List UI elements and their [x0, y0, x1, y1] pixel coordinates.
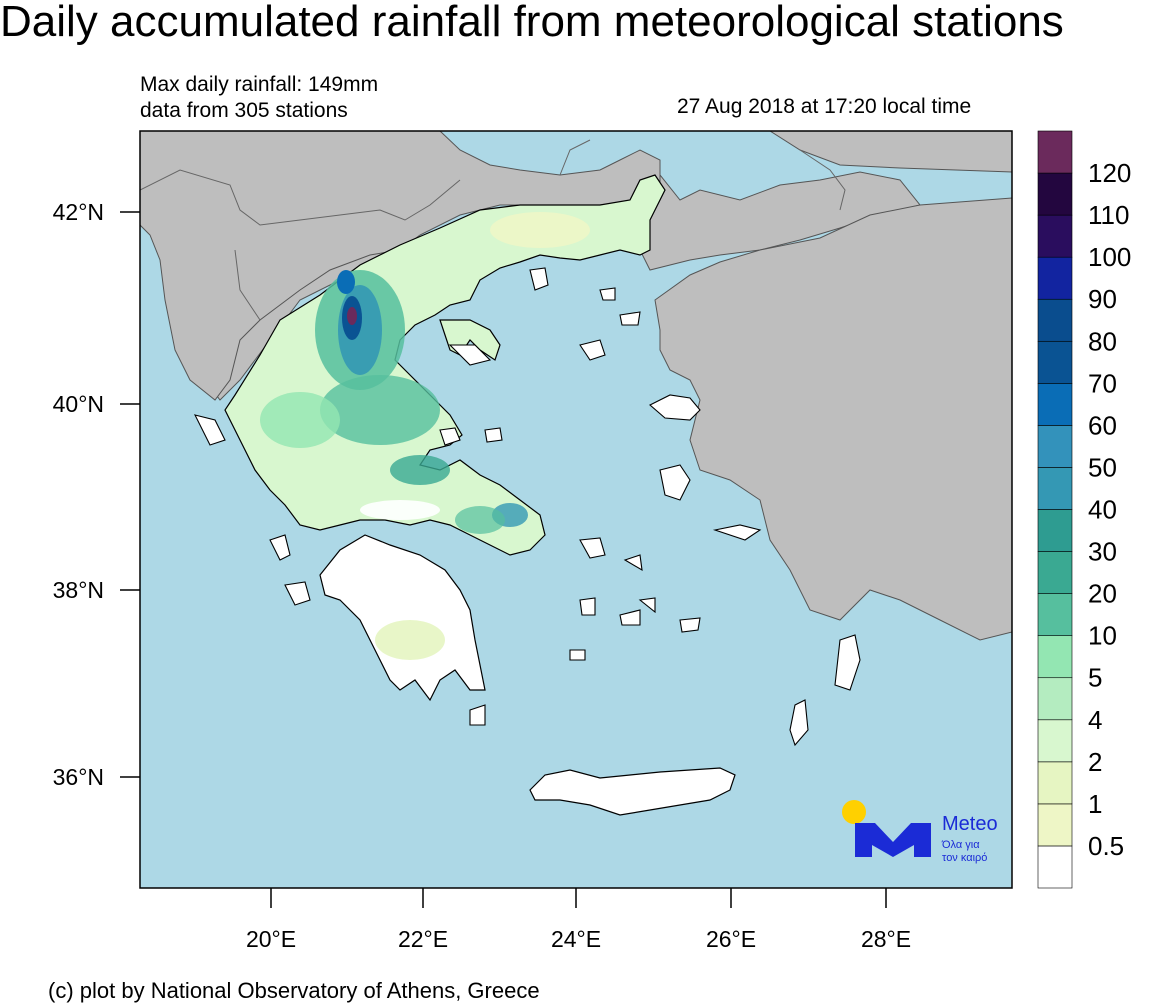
credit-text: (c) plot by National Observatory of Athe… [48, 978, 540, 1003]
colorbar-level-label: 4 [1088, 705, 1102, 735]
colorbar-swatch [1037, 130, 1073, 174]
logo-brand-text: Meteo [942, 813, 998, 835]
colorbar-swatch [1037, 172, 1073, 216]
colorbar-level-label: 80 [1088, 326, 1117, 356]
colorbar-swatch [1037, 803, 1073, 847]
colorbar-level-label: 60 [1088, 410, 1117, 440]
colorbar-legend: 0.5 1 2 4 5 10 20 30 40 50 60 70 80 90 100 110 120 [1037, 130, 1131, 889]
colorbar-level-label: 90 [1088, 284, 1117, 314]
anatolia-land [654, 197, 1012, 641]
colorbar-swatch [1037, 845, 1073, 889]
colorbar-level-label: 100 [1088, 242, 1131, 272]
colorbar-swatch [1037, 509, 1073, 552]
colorbar-swatch [1037, 383, 1073, 426]
lat-tick-label: 40°N [53, 391, 104, 417]
colorbar-swatch [1037, 635, 1073, 679]
lon-tick-label: 22°E [398, 926, 448, 952]
max-rainfall-text: Max daily rainfall: 149mm [140, 73, 379, 96]
lon-tick-label: 20°E [246, 926, 296, 952]
colorbar-swatch [1037, 214, 1073, 258]
colorbar-level-label: 2 [1088, 747, 1102, 777]
meteo-logo: Meteo Όλα για τον καιρό [842, 800, 998, 864]
colorbar-swatch [1037, 425, 1073, 468]
colorbar-swatch [1037, 467, 1073, 510]
colorbar-level-label: 50 [1088, 452, 1117, 482]
colorbar-level-label: 5 [1088, 663, 1102, 693]
lon-tick-label: 24°E [551, 926, 601, 952]
colorbar-swatch [1037, 719, 1073, 763]
lat-tick-label: 42°N [53, 199, 104, 225]
colorbar-level-label: 20 [1088, 579, 1117, 609]
station-count-text: data from 305 stations [140, 99, 348, 122]
colorbar-level-label: 1 [1088, 789, 1102, 819]
crete [529, 767, 736, 816]
logo-tagline-1: Όλα για [941, 839, 980, 851]
map-title: Daily accumulated rainfall from meteorol… [0, 0, 1064, 46]
peloponnese [319, 534, 486, 702]
lon-tick-label: 26°E [706, 926, 756, 952]
colorbar-swatch [1037, 593, 1073, 636]
colorbar-level-label: 110 [1088, 200, 1129, 230]
lat-tick-label: 38°N [53, 577, 104, 603]
colorbar-level-label: 30 [1088, 537, 1117, 567]
lon-axis: 20°E 22°E 24°E 26°E 28°E [246, 888, 911, 952]
colorbar-swatch [1037, 761, 1073, 805]
m-mark-icon [855, 823, 931, 857]
colorbar-swatch [1037, 340, 1073, 384]
lon-tick-label: 28°E [861, 926, 911, 952]
greece-north [224, 174, 666, 556]
timestamp-text: 27 Aug 2018 at 17:20 local time [677, 95, 972, 118]
sun-icon [842, 800, 866, 824]
lat-tick-label: 36°N [53, 764, 104, 790]
colorbar-level-label: 70 [1088, 368, 1117, 398]
lat-axis: 42°N 40°N 38°N 36°N [53, 199, 140, 790]
colorbar-level-label: 40 [1088, 495, 1117, 525]
colorbar-swatch [1037, 677, 1073, 721]
colorbar-swatch [1037, 256, 1073, 300]
aegean-islands [193, 267, 861, 747]
colorbar-level-label: 10 [1088, 621, 1117, 651]
logo-tagline-2: τον καιρό [942, 852, 987, 864]
colorbar-swatch [1037, 551, 1073, 594]
colorbar-swatch [1037, 298, 1073, 342]
colorbar-level-label: 120 [1088, 158, 1131, 188]
rainfall-shading [260, 212, 590, 534]
colorbar-level-label: 0.5 [1088, 831, 1124, 861]
